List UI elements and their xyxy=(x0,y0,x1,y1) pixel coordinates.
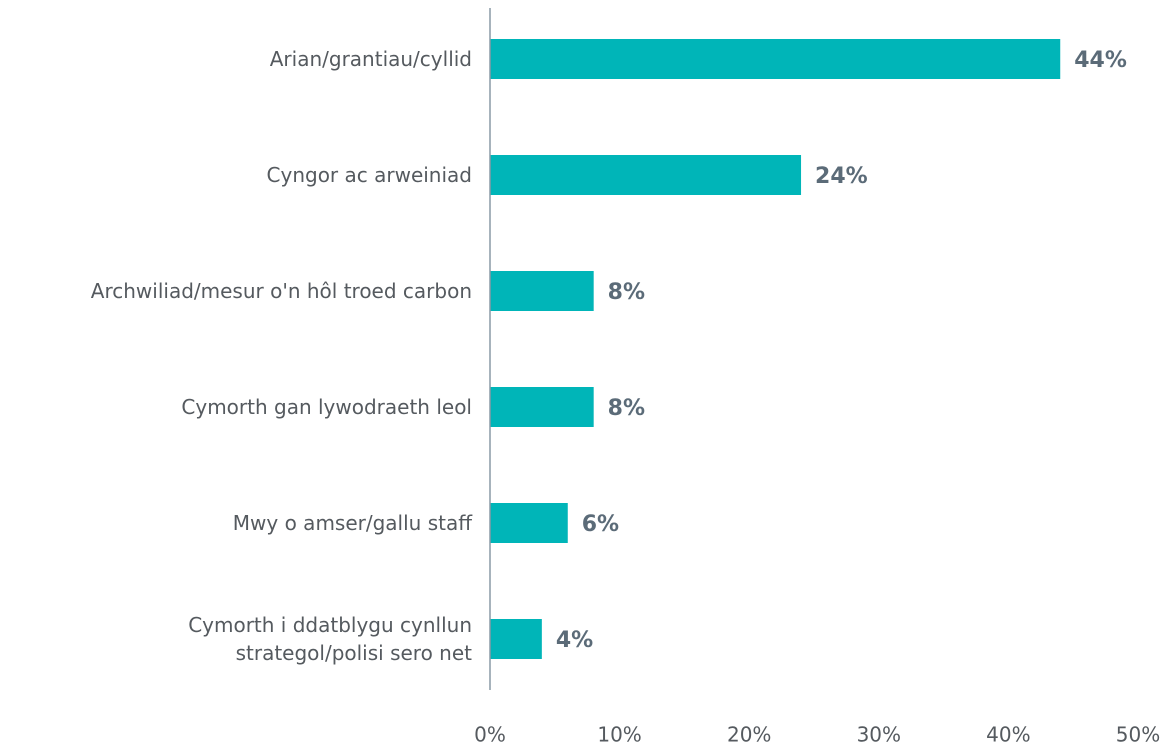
value-label: 4% xyxy=(556,628,593,653)
category-label: Cymorth i ddatblygu cynllun strategol/po… xyxy=(188,613,472,665)
x-tick-label: 0% xyxy=(474,723,506,747)
bar xyxy=(490,271,594,311)
bar xyxy=(490,503,568,543)
value-label: 8% xyxy=(608,396,645,421)
value-label: 8% xyxy=(608,280,645,305)
x-tick-label: 30% xyxy=(857,723,901,747)
bar xyxy=(490,39,1061,79)
bar xyxy=(490,155,802,195)
value-label: 44% xyxy=(1074,48,1127,73)
category-label: Mwy o amser/gallu staff xyxy=(232,511,472,535)
category-label: Cyngor ac arweiniad xyxy=(266,163,472,187)
category-label: Cymorth gan lywodraeth leol xyxy=(181,395,472,419)
x-tick-label: 40% xyxy=(986,723,1030,747)
value-label: 24% xyxy=(815,164,868,189)
x-tick-label: 10% xyxy=(597,723,641,747)
bar xyxy=(490,619,542,659)
category-label: Archwiliad/mesur o'n hôl troed carbon xyxy=(90,279,472,303)
bar xyxy=(490,387,594,427)
x-tick-label: 20% xyxy=(727,723,771,747)
x-tick-label: 50% xyxy=(1116,723,1160,747)
value-label: 6% xyxy=(582,512,619,537)
category-label: Arian/grantiau/cyllid xyxy=(269,47,472,71)
